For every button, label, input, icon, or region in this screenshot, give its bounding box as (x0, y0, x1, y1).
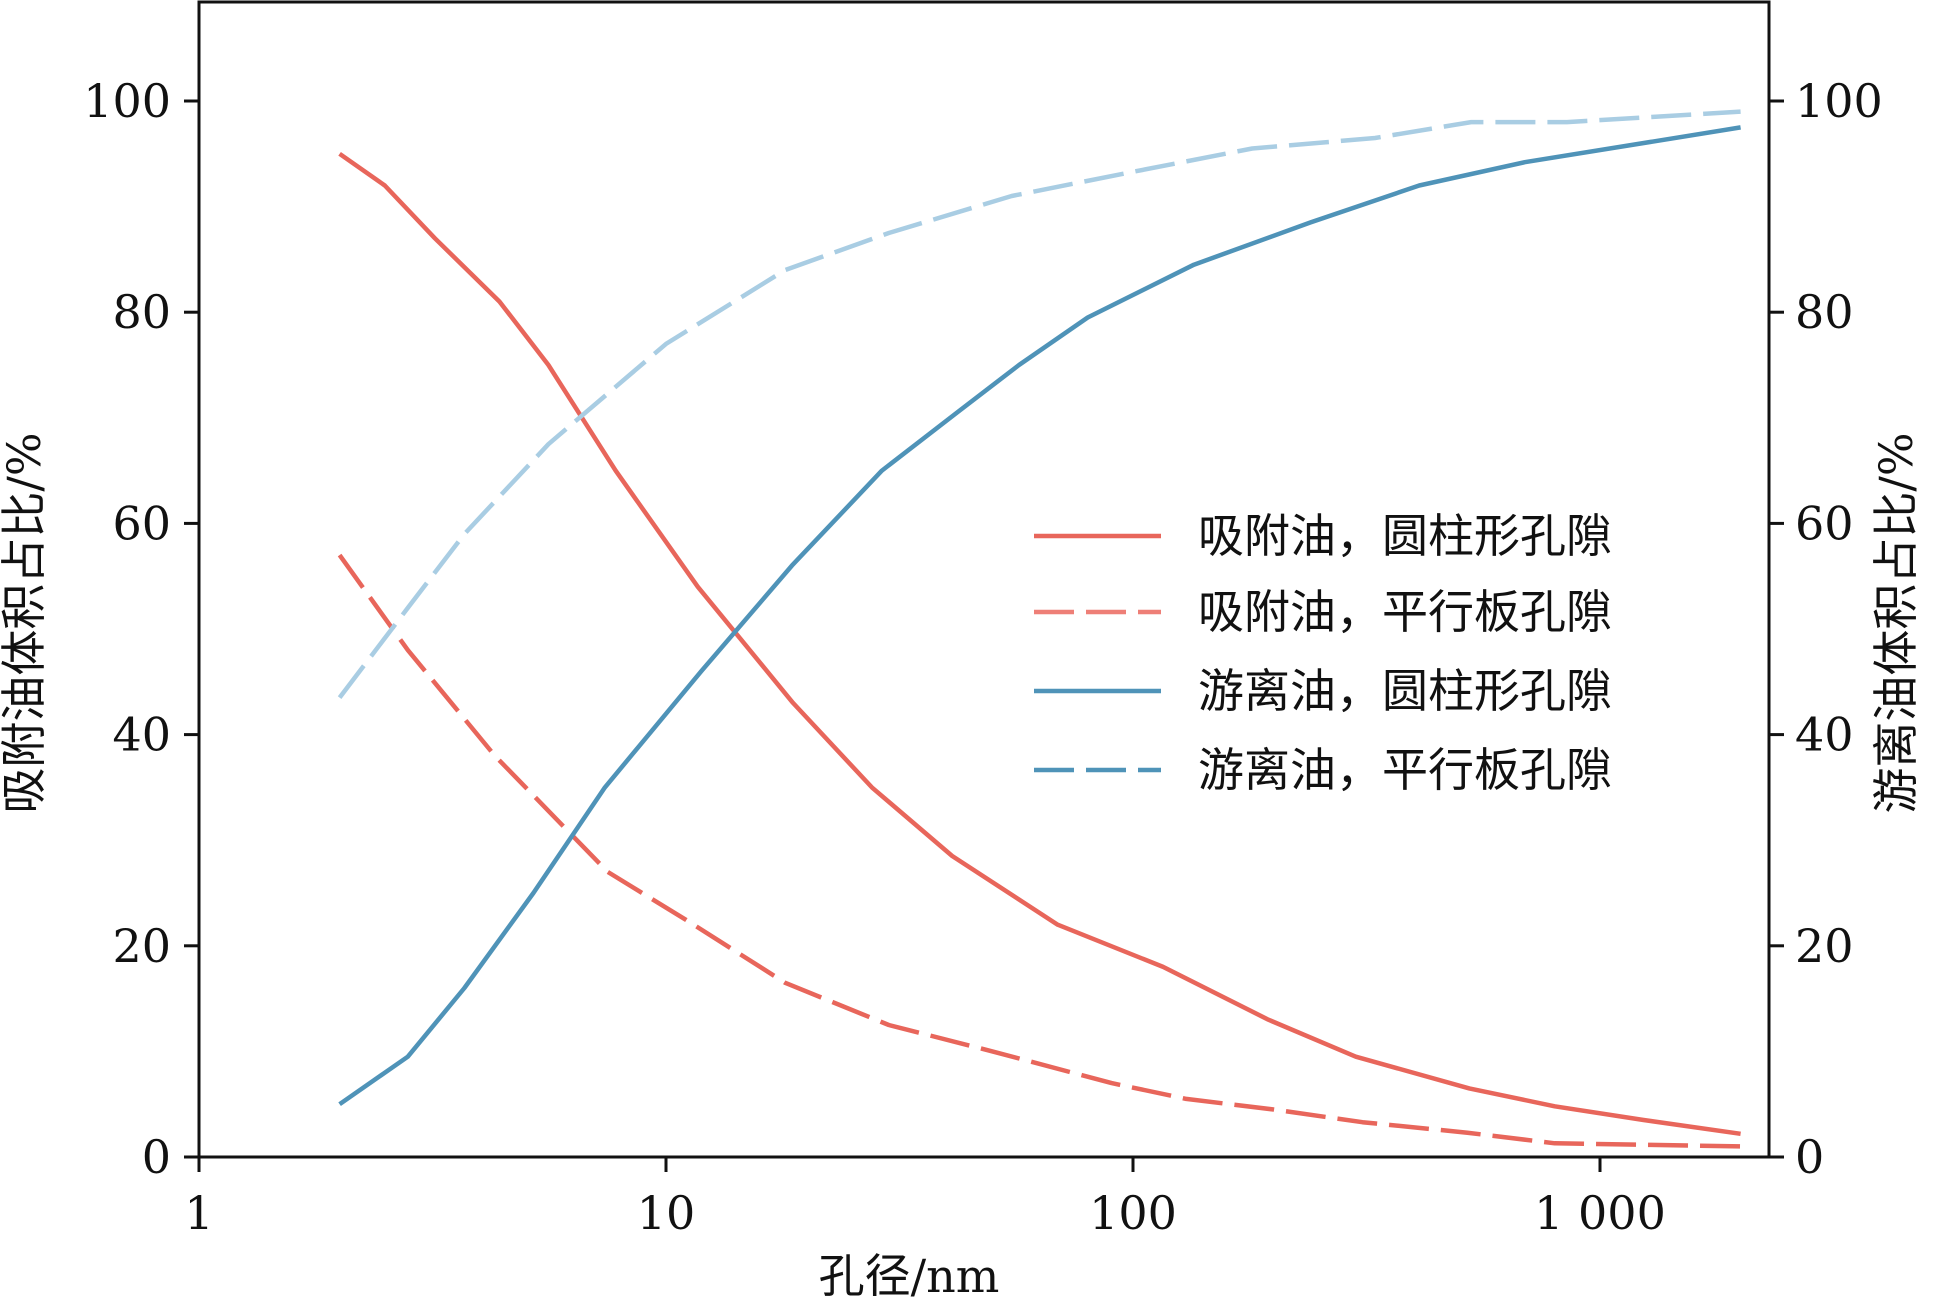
right-y-tick-label: 20 (1795, 919, 1854, 973)
x-tick-label: 10 (637, 1186, 696, 1240)
left-y-tick-label: 80 (112, 285, 171, 339)
left-y-tick-label: 40 (112, 708, 171, 762)
legend-label: 吸附油，平行板孔隙 (1198, 585, 1612, 639)
series-line-2 (337, 553, 1741, 1149)
series-line-3 (338, 125, 1741, 1107)
right-y-tick-label: 100 (1795, 74, 1883, 128)
x-tick-label: 1 000 (1534, 1186, 1666, 1240)
legend-label: 吸附油，圆柱形孔隙 (1198, 509, 1612, 563)
series-line-1 (338, 151, 1741, 1137)
x-axis-label: 孔径/nm (819, 1249, 1000, 1302)
left-y-tick-label: 0 (142, 1130, 171, 1184)
right-y-tick-label: 80 (1795, 285, 1854, 339)
plot-frame (197, 0, 1771, 1159)
left-y-axis-label: 吸附油体积占比/% (0, 432, 51, 813)
x-tick-label: 100 (1089, 1186, 1177, 1240)
series-line-4 (337, 109, 1741, 699)
right-y-tick-label: 60 (1795, 496, 1854, 550)
legend-label: 游离油，圆柱形孔隙 (1198, 664, 1612, 718)
right-y-axis-label: 游离油体积占比/% (1869, 432, 1923, 813)
right-y-tick-label: 40 (1795, 708, 1854, 762)
x-tick-label: 1 (184, 1186, 213, 1240)
left-y-tick-label: 100 (83, 74, 171, 128)
legend-label: 游离油，平行板孔隙 (1198, 743, 1612, 797)
right-y-tick-label: 0 (1795, 1130, 1824, 1184)
left-y-tick-label: 60 (112, 496, 171, 550)
left-y-tick-label: 20 (112, 919, 171, 973)
